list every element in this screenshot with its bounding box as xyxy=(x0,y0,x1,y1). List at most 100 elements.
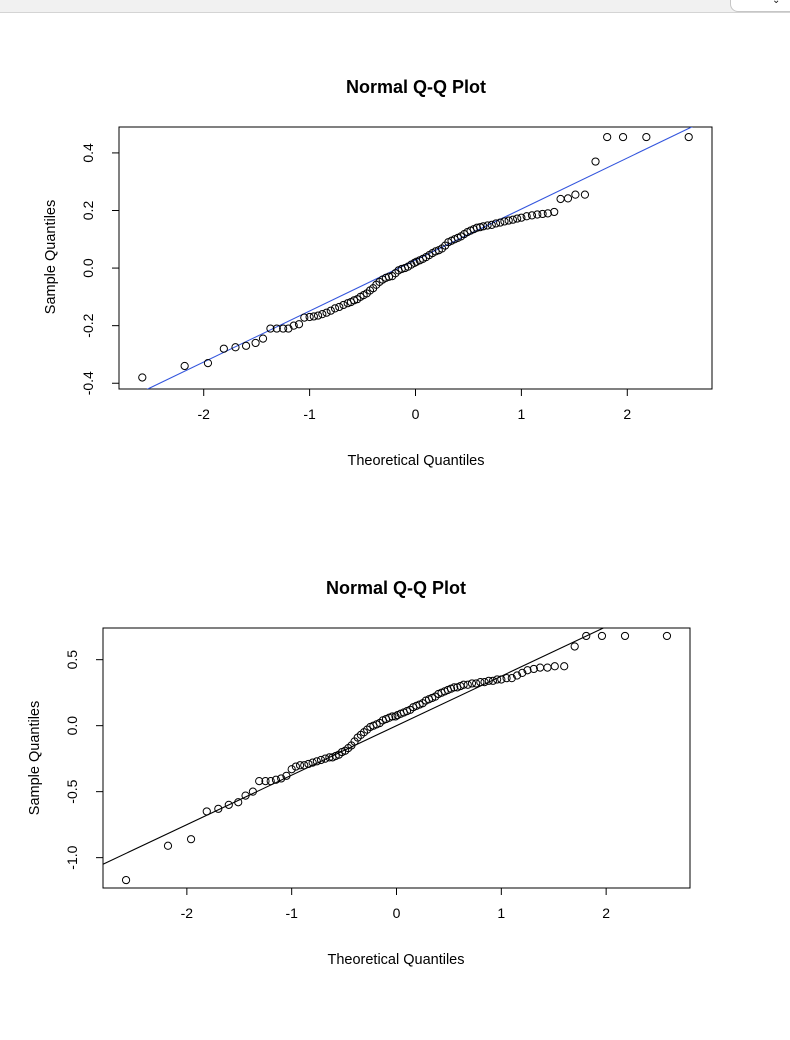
plot2-data-point xyxy=(248,787,257,796)
plot1-data-point xyxy=(326,306,335,315)
plot1-y-tick-label: 0.0 xyxy=(80,258,96,278)
plot1-data-point xyxy=(496,218,505,227)
plot2-data-point xyxy=(550,662,559,671)
plot2-data-point xyxy=(529,664,538,674)
plot1-data-point xyxy=(138,373,147,382)
plot2-data-point xyxy=(316,755,326,765)
plot1-data-point xyxy=(563,194,573,203)
plot1-data-point xyxy=(251,338,260,348)
plot1-data-point xyxy=(384,272,394,281)
plot1-y-tick-label: -0.4 xyxy=(80,371,96,395)
plot2-data-point xyxy=(266,776,275,786)
plot2-data-point xyxy=(295,761,305,770)
plot1-data-point xyxy=(508,215,518,224)
plot2-data-point xyxy=(163,841,173,850)
chevron-down-icon[interactable]: ⌄ xyxy=(772,0,781,6)
plot1-y-tick-label: 0.2 xyxy=(80,201,96,221)
plot1-data-point xyxy=(517,213,526,222)
plot1-data-point xyxy=(300,313,309,322)
plot1-data-point xyxy=(642,132,651,142)
plot1-x-tick-label: 0 xyxy=(412,406,420,422)
plot2-data-point xyxy=(291,762,300,771)
plot2-y-tick-label: -1.0 xyxy=(64,845,80,869)
plot2-data-point xyxy=(261,776,270,786)
plot1-data-point xyxy=(231,343,240,352)
plot1-data-point xyxy=(322,308,331,317)
plot1-data-point xyxy=(550,207,559,217)
plot2-data-point xyxy=(202,807,211,816)
plot2-data-point xyxy=(325,753,334,762)
plot1-data-point xyxy=(603,132,612,142)
plot2-data-point xyxy=(543,663,552,672)
plot1-data-point xyxy=(500,217,509,226)
plot2-data-point xyxy=(287,765,296,774)
plot2-data-point xyxy=(472,679,481,688)
plot2-data-point xyxy=(459,680,468,689)
plot1-data-point xyxy=(580,190,590,199)
plot2-data-point xyxy=(308,758,317,767)
plot2-data-point xyxy=(463,680,472,689)
plot2-data-point xyxy=(502,674,511,683)
plot1-data-point xyxy=(487,220,496,229)
plot2-data-point xyxy=(271,775,281,784)
plot2-data-point xyxy=(121,875,131,885)
plot1-data-point xyxy=(289,321,298,330)
plot2-x-tick-label: -1 xyxy=(285,905,298,921)
plot1-data-point xyxy=(472,223,482,232)
plot2-y-tick-label: -0.5 xyxy=(64,779,80,803)
plot1-x-axis-label: Theoretical Quantiles xyxy=(347,453,484,469)
plot1-x-tick-label: 1 xyxy=(517,406,525,422)
plot2-data-point xyxy=(304,759,313,769)
plot1-data-point xyxy=(180,361,189,371)
plot2-data-point xyxy=(484,676,493,685)
plot1-data-point xyxy=(522,212,531,221)
plot1-x-tick-label: -2 xyxy=(197,406,210,422)
plot1-y-tick-label: 0.4 xyxy=(80,143,96,163)
plot1-data-point xyxy=(305,312,314,322)
plot1-data-point xyxy=(538,209,547,219)
plot2-data-point xyxy=(476,678,485,687)
plot1-data-point xyxy=(219,344,228,353)
plot1-title: Normal Q-Q Plot xyxy=(346,77,486,97)
plot1-data-point xyxy=(294,320,304,329)
plot1-data-point xyxy=(491,219,501,228)
plot1-data-point xyxy=(543,209,552,218)
plot1-data-point xyxy=(203,358,213,368)
window-top-bar xyxy=(0,0,790,13)
plot2-data-point xyxy=(312,757,321,766)
plot2-x-axis-label: Theoretical Quantiles xyxy=(327,952,464,968)
plot1-data-point xyxy=(571,190,580,199)
plot2-data-point xyxy=(582,631,591,641)
plot2-data-point xyxy=(518,668,527,677)
plot1-data-point xyxy=(684,132,693,142)
plot2-x-tick-label: 1 xyxy=(497,905,505,921)
plot2-data-point xyxy=(620,631,630,641)
dropdown-button[interactable] xyxy=(730,0,790,12)
plot2-data-point xyxy=(241,791,250,800)
plot2-data-point xyxy=(224,800,233,809)
plot1-reference-line xyxy=(146,127,693,389)
plot2-plot-frame xyxy=(102,627,691,889)
plot2-x-tick-label: -2 xyxy=(181,905,194,921)
plot1-data-point xyxy=(330,304,340,313)
plot2-y-tick-label: 0.5 xyxy=(64,650,80,670)
plot1-data-point xyxy=(479,222,488,231)
plot2-data-point xyxy=(388,712,397,721)
plot2-data-point xyxy=(234,798,243,807)
plot2-y-axis-label: Sample Quantiles xyxy=(27,701,43,815)
plot2-data-point xyxy=(467,679,477,688)
plot2-data-point xyxy=(300,761,309,770)
plot2-data-point xyxy=(560,662,569,671)
plot2-data-point xyxy=(186,835,196,844)
plot1-data-point xyxy=(533,210,542,219)
plot1-data-point xyxy=(258,334,268,343)
plot2-data-point xyxy=(214,804,223,813)
plot1-data-point xyxy=(279,324,288,333)
plot2-data-point xyxy=(597,631,607,641)
plot1-data-point xyxy=(272,324,281,333)
plot1-data-point xyxy=(318,310,327,319)
plot1-data-point xyxy=(556,194,565,204)
plot1-data-point xyxy=(241,341,251,350)
plot2-data-point xyxy=(570,642,579,651)
